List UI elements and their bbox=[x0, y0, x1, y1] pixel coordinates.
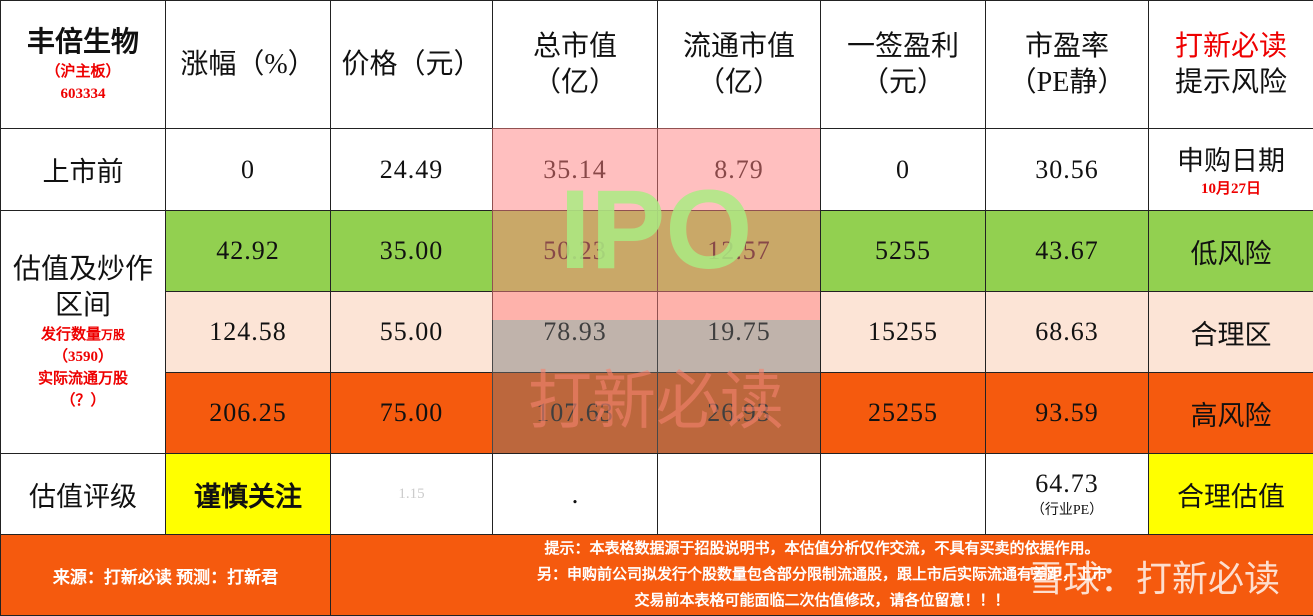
risk: 高风险 bbox=[1149, 373, 1313, 454]
empty-cell bbox=[821, 454, 986, 535]
industry-pe-label: （行业PE） bbox=[986, 499, 1148, 519]
value-cell: 107.63 bbox=[493, 373, 658, 454]
value-cell: 5255 bbox=[821, 211, 986, 292]
col-header: 市盈率（PE静） bbox=[986, 1, 1149, 129]
industry-pe: 64.73 bbox=[986, 469, 1148, 499]
col-header-line: 流通市值 bbox=[658, 29, 820, 65]
col-header-line: 总市值 bbox=[493, 29, 657, 65]
ratio: 1.15 bbox=[331, 454, 493, 535]
risk: 低风险 bbox=[1149, 211, 1313, 292]
col-header: 总市值（亿） bbox=[493, 1, 658, 129]
rating-label: 估值评级 bbox=[1, 454, 166, 535]
value-cell: 26.93 bbox=[658, 373, 821, 454]
valuation-label-cell: 估值及炒作 区间 发行数量万股 （3590） 实际流通万股 （？） bbox=[1, 211, 166, 454]
value-cell: 50.23 bbox=[493, 211, 658, 292]
col-header-line: 涨幅（%） bbox=[166, 47, 330, 83]
code: 603334 bbox=[1, 83, 165, 105]
footer-notes: 提示：本表格数据源于招股说明书，本估值分析仅作交流，不具有买卖的依据作用。 另：… bbox=[331, 535, 1313, 616]
source: 来源：打新必读 预测：打新君 bbox=[1, 535, 331, 616]
value-cell: 25255 bbox=[821, 373, 986, 454]
value-cell: 78.93 bbox=[493, 292, 658, 373]
value-cell: 206.25 bbox=[166, 373, 331, 454]
note-line: 提示风险 bbox=[1149, 65, 1313, 101]
value-cell: 12.57 bbox=[658, 211, 821, 292]
issue-label-text: 发行数量 bbox=[41, 327, 101, 343]
valuation-label: 区间 bbox=[1, 288, 165, 324]
col-header: 流通市值（亿） bbox=[658, 1, 821, 129]
issue-label: 发行数量万股 bbox=[1, 324, 165, 346]
col-header-line: （亿） bbox=[493, 65, 657, 101]
rating: 谨慎关注 bbox=[166, 454, 331, 535]
col-header-line: （亿） bbox=[658, 65, 820, 101]
value-cell: 124.58 bbox=[166, 292, 331, 373]
value-cell: 43.67 bbox=[986, 211, 1149, 292]
value-cell: 0 bbox=[166, 129, 331, 211]
board: （沪主板） bbox=[1, 61, 165, 83]
col-header-line: 市盈率 bbox=[986, 29, 1148, 65]
value-cell: 8.79 bbox=[658, 129, 821, 211]
float-value: （？） bbox=[1, 390, 165, 412]
issue-unit: 万股 bbox=[101, 328, 125, 342]
stock-name: 丰倍生物 bbox=[1, 25, 165, 61]
note-line: 10月27日 bbox=[1149, 178, 1313, 200]
value-cell: 55.00 bbox=[331, 292, 493, 373]
col-header-line: 一签盈利 bbox=[821, 29, 985, 65]
value-cell: 19.75 bbox=[658, 292, 821, 373]
empty-cell bbox=[658, 454, 821, 535]
verdict: 合理估值 bbox=[1149, 454, 1313, 535]
row-label: 上市前 bbox=[1, 129, 166, 211]
note-line: 申购日期 bbox=[1149, 139, 1313, 178]
value-cell: 35.00 bbox=[331, 211, 493, 292]
industry-pe-cell: 64.73（行业PE） bbox=[986, 454, 1149, 535]
footer-note: 交易前本表格可能面临二次估值修改，请各位留意！！！ bbox=[331, 588, 1313, 614]
valuation-label: 估值及炒作 bbox=[1, 252, 165, 288]
value-cell: 15255 bbox=[821, 292, 986, 373]
footer-note: 另：申购前公司拟发行个股数量包含部分限制流通股，跟上市后实际流通有差距，上市 bbox=[331, 562, 1313, 588]
note-line: 打新必读 bbox=[1149, 29, 1313, 65]
col-header-line: 价格（元） bbox=[331, 47, 492, 83]
dot: . bbox=[493, 454, 658, 535]
note-header: 打新必读提示风险 bbox=[1149, 1, 1313, 129]
col-header: 涨幅（%） bbox=[166, 1, 331, 129]
value-cell: 24.49 bbox=[331, 129, 493, 211]
float-label: 实际流通万股 bbox=[1, 368, 165, 390]
value-cell: 75.00 bbox=[331, 373, 493, 454]
value-cell: 35.14 bbox=[493, 129, 658, 211]
value-cell: 42.92 bbox=[166, 211, 331, 292]
issue-value: （3590） bbox=[1, 346, 165, 368]
col-header-line: （元） bbox=[821, 65, 985, 101]
value-cell: 68.63 bbox=[986, 292, 1149, 373]
footer-note: 提示：本表格数据源于招股说明书，本估值分析仅作交流，不具有买卖的依据作用。 bbox=[331, 536, 1313, 562]
risk: 合理区 bbox=[1149, 292, 1313, 373]
value-cell: 0 bbox=[821, 129, 986, 211]
col-header: 价格（元） bbox=[331, 1, 493, 129]
value-cell: 30.56 bbox=[986, 129, 1149, 211]
stock-cell: 丰倍生物 （沪主板） 603334 bbox=[1, 1, 166, 129]
col-header: 一签盈利（元） bbox=[821, 1, 986, 129]
value-cell: 93.59 bbox=[986, 373, 1149, 454]
col-header-line: （PE静） bbox=[986, 65, 1148, 101]
